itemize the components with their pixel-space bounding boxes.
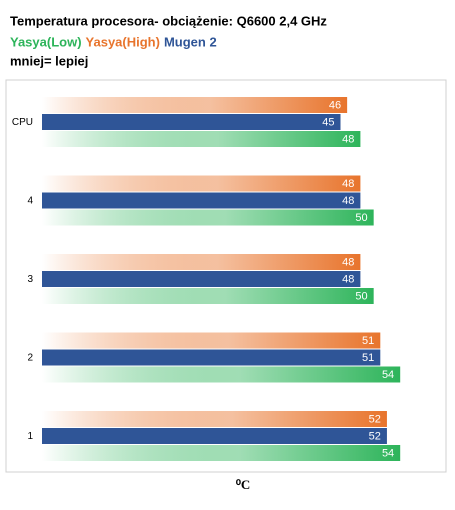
data-label: 45 xyxy=(322,116,334,128)
plot-frame xyxy=(5,79,447,473)
chart-subtitle: mniej= lepiej xyxy=(10,53,88,68)
bar xyxy=(42,411,387,427)
bar xyxy=(42,97,348,113)
y-tick-label: 2 xyxy=(27,353,33,364)
data-label: 50 xyxy=(355,290,367,302)
data-label: 51 xyxy=(362,335,374,347)
bar xyxy=(42,332,381,349)
data-label: 54 xyxy=(382,369,394,381)
y-tick-label: 3 xyxy=(27,274,33,285)
data-label: 52 xyxy=(369,413,381,425)
bar xyxy=(42,175,361,192)
bar xyxy=(42,366,401,383)
bar xyxy=(42,209,374,226)
data-label: 48 xyxy=(342,256,354,268)
bar xyxy=(42,288,374,304)
data-label: 51 xyxy=(362,352,374,364)
y-tick-label: 1 xyxy=(27,431,33,442)
bar xyxy=(42,114,341,130)
y-tick-label: 4 xyxy=(27,196,33,207)
x-axis-label: ⁰C xyxy=(236,477,251,492)
legend-entry: Yasya(Low) xyxy=(10,34,82,49)
legend-entry: Yasya(High) xyxy=(86,34,160,49)
data-label: 48 xyxy=(342,178,354,190)
bar xyxy=(42,254,361,270)
data-label: 54 xyxy=(382,447,394,459)
bar xyxy=(42,445,401,461)
chart-title: Temperatura procesora- obciążenie: Q6600… xyxy=(10,13,327,28)
data-label: 48 xyxy=(342,195,354,207)
data-label: 52 xyxy=(369,430,381,442)
bar xyxy=(42,349,381,366)
y-tick-label: CPU xyxy=(12,117,33,128)
bar xyxy=(42,428,387,444)
legend-entry: Mugen 2 xyxy=(164,34,217,49)
bar xyxy=(42,131,361,147)
data-label: 48 xyxy=(342,133,354,145)
data-label: 50 xyxy=(355,212,367,224)
bar xyxy=(42,192,361,209)
data-label: 48 xyxy=(342,273,354,285)
bar xyxy=(42,271,361,287)
data-label: 46 xyxy=(329,99,341,111)
